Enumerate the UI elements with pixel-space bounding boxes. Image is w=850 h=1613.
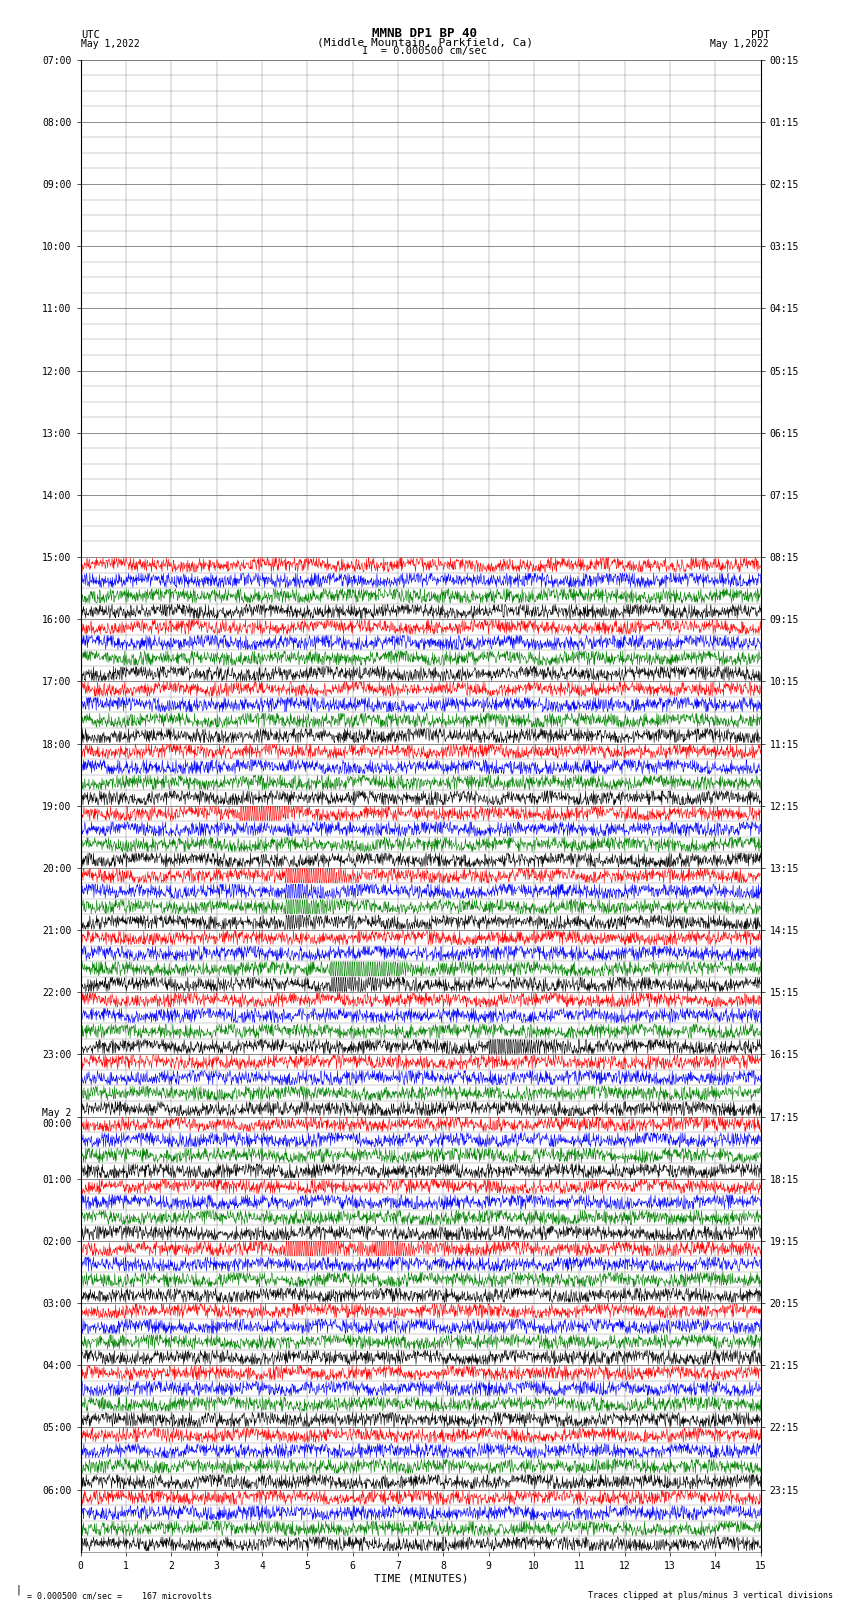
Text: PDT: PDT	[751, 29, 769, 39]
Text: = 0.000500 cm/sec =    167 microvolts: = 0.000500 cm/sec = 167 microvolts	[17, 1590, 212, 1600]
Text: UTC: UTC	[81, 29, 99, 39]
Text: (Middle Mountain, Parkfield, Ca): (Middle Mountain, Parkfield, Ca)	[317, 37, 533, 47]
Text: Traces clipped at plus/minus 3 vertical divisions: Traces clipped at plus/minus 3 vertical …	[588, 1590, 833, 1600]
Text: I  = 0.000500 cm/sec: I = 0.000500 cm/sec	[362, 47, 488, 56]
Text: MMNB DP1 BP 40: MMNB DP1 BP 40	[372, 26, 478, 39]
Text: May 1,2022: May 1,2022	[81, 39, 139, 50]
Text: |: |	[15, 1584, 21, 1595]
Text: May 1,2022: May 1,2022	[711, 39, 769, 50]
X-axis label: TIME (MINUTES): TIME (MINUTES)	[373, 1574, 468, 1584]
